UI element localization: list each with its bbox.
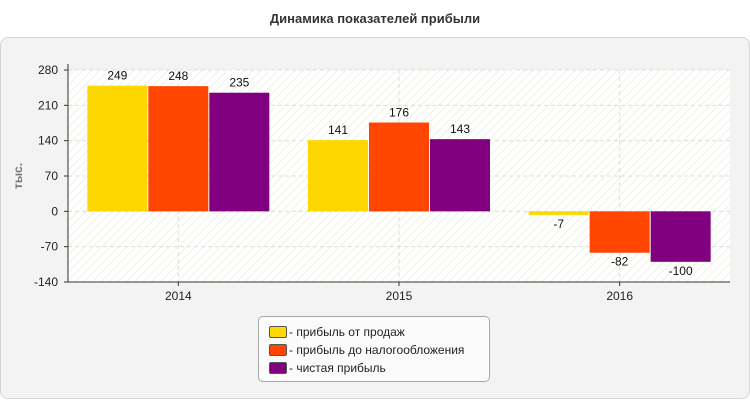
bar xyxy=(209,92,270,212)
y-tick-label: -70 xyxy=(41,240,59,254)
data-label: 141 xyxy=(328,123,348,137)
y-tick-label: 140 xyxy=(38,134,58,148)
bar xyxy=(308,140,368,212)
data-label: -82 xyxy=(611,255,629,269)
legend-label: - прибыль от продаж xyxy=(289,325,405,339)
bar xyxy=(148,86,209,212)
legend-swatch xyxy=(269,344,287,356)
data-label: 176 xyxy=(389,105,409,119)
chart-title: Динамика показателей прибыли xyxy=(269,11,481,26)
data-label: -100 xyxy=(669,264,693,278)
data-label: 235 xyxy=(229,76,249,90)
x-tick-label: 2014 xyxy=(165,289,192,303)
legend-item[interactable]: - прибыль от продаж xyxy=(269,323,479,341)
bar xyxy=(430,139,490,212)
y-axis-label: тыс. xyxy=(11,163,25,189)
y-tick-label: 210 xyxy=(38,98,58,112)
legend-swatch xyxy=(269,326,287,338)
x-tick-label: 2015 xyxy=(386,289,413,303)
bar xyxy=(528,211,589,215)
data-label: 143 xyxy=(450,122,470,136)
y-tick-label: 280 xyxy=(38,63,58,77)
y-tick-label: -140 xyxy=(34,275,58,289)
chart-legend: - прибыль от продаж - прибыль до налогоо… xyxy=(258,316,490,382)
x-tick-label: 2016 xyxy=(606,289,633,303)
bar xyxy=(589,211,650,253)
legend-item[interactable]: - прибыль до налогообложения xyxy=(269,341,479,359)
legend-label: - чистая прибыль xyxy=(289,361,386,375)
bar xyxy=(87,85,148,212)
data-label: 248 xyxy=(168,69,188,83)
y-tick-label: 0 xyxy=(51,204,58,218)
legend-label: - прибыль до налогообложения xyxy=(289,343,465,357)
bar xyxy=(369,122,429,212)
bar xyxy=(650,211,711,262)
data-label: 249 xyxy=(107,69,127,83)
legend-item[interactable]: - чистая прибыль xyxy=(269,359,479,377)
data-label: -7 xyxy=(553,217,564,231)
y-tick-label: 70 xyxy=(45,169,59,183)
legend-swatch xyxy=(269,362,287,374)
